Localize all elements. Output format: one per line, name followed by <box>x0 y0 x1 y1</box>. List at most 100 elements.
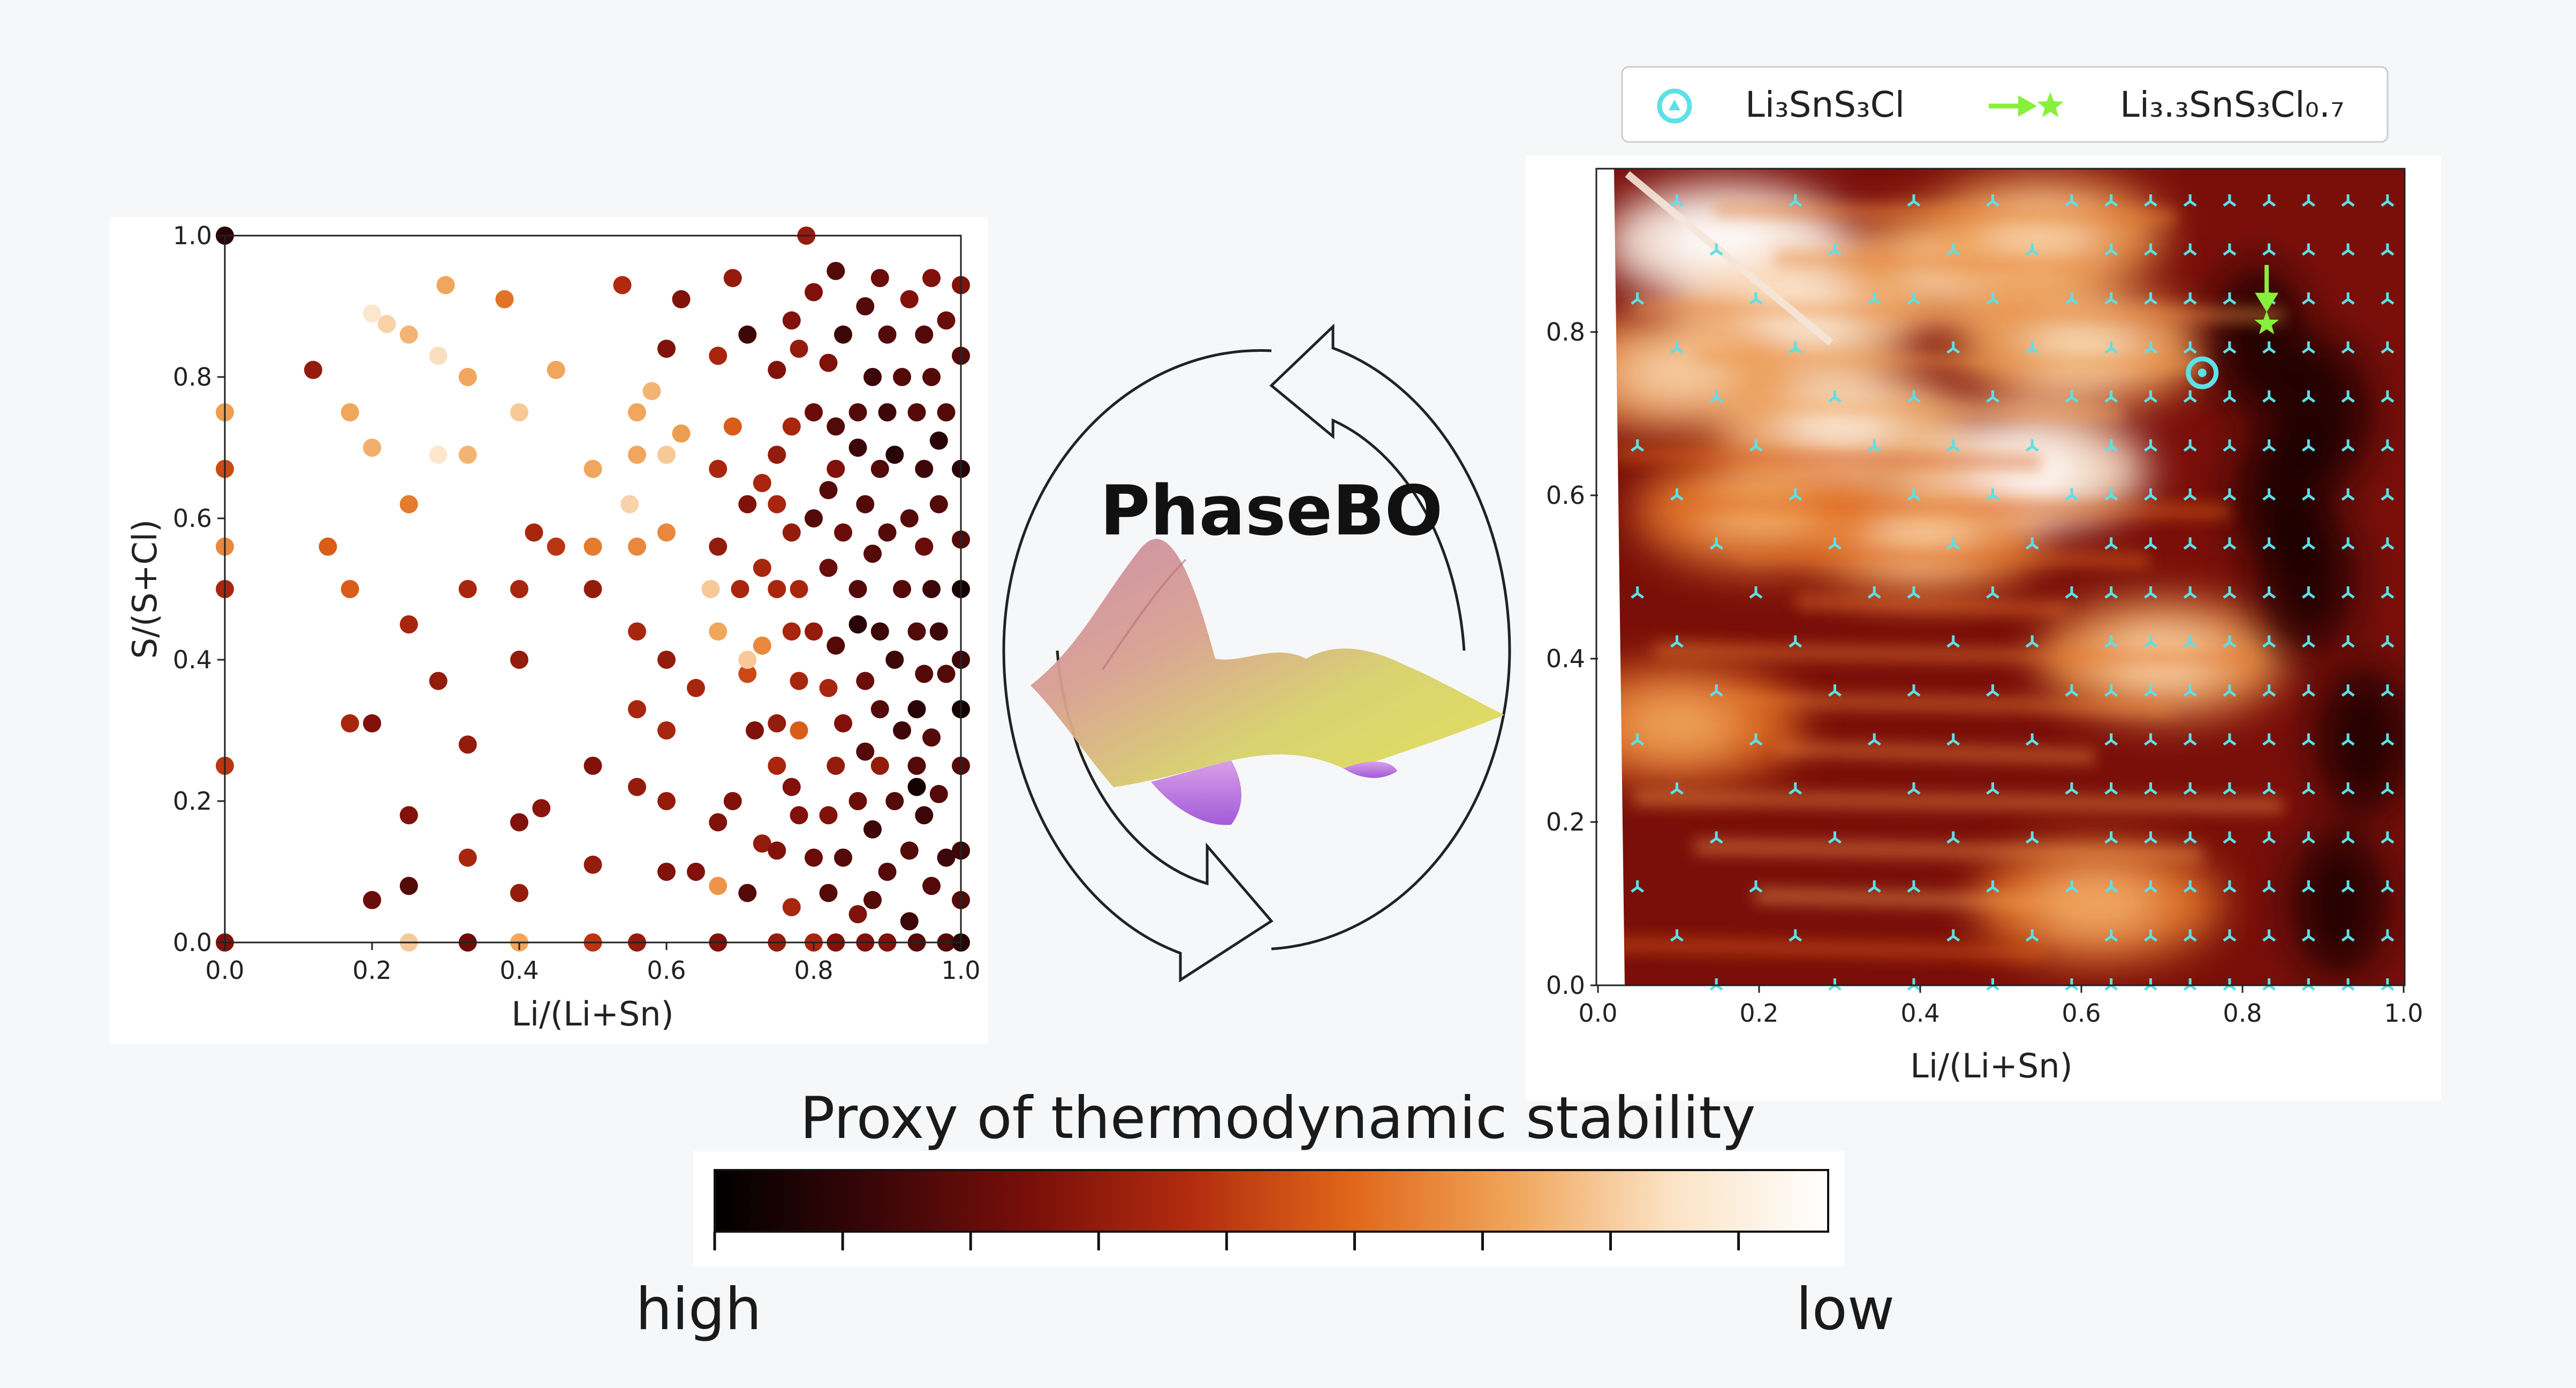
sample-marker <box>2143 488 2157 501</box>
sample-marker <box>1631 439 1645 452</box>
right-x-tick-label: 1.0 <box>2384 999 2423 1028</box>
sample-marker <box>2065 488 2079 501</box>
sample-marker <box>2301 635 2315 648</box>
sample-marker <box>2223 733 2237 746</box>
scatter-point <box>900 290 919 308</box>
sample-marker <box>2223 439 2237 452</box>
scatter-point <box>827 459 845 478</box>
heatmap-hotspot-core <box>1619 692 1738 756</box>
legend-label-li3sns3cl: Li₃SnS₃Cl <box>1745 84 1905 125</box>
scatter-point <box>929 495 948 514</box>
scatter-point <box>856 297 875 315</box>
sample-marker <box>2223 684 2237 697</box>
sample-marker <box>2104 929 2118 942</box>
sample-marker <box>2301 292 2315 305</box>
sample-marker <box>1709 243 1723 256</box>
scatter-point <box>429 672 448 690</box>
left-x-tick-label: 0.4 <box>499 956 539 985</box>
sample-marker <box>2183 292 2197 305</box>
sample-marker <box>1986 782 1999 795</box>
scatter-point <box>870 757 889 775</box>
sample-marker <box>2381 684 2395 697</box>
sample-marker <box>1709 831 1723 844</box>
sample-marker <box>2143 733 2157 746</box>
sample-marker <box>1867 733 1881 746</box>
sample-marker <box>2183 635 2197 648</box>
heatmap-streak <box>1714 692 2176 715</box>
sample-marker <box>2183 782 2197 795</box>
scatter-point <box>399 806 418 825</box>
left-chart-panel <box>110 217 988 1044</box>
scatter-point <box>510 884 528 902</box>
scatter-point <box>687 863 705 881</box>
sample-marker <box>2381 782 2395 795</box>
scatter-point <box>319 537 337 556</box>
scatter-point <box>510 651 528 669</box>
sample-marker <box>2381 929 2395 942</box>
scatter-point <box>900 912 919 931</box>
sample-marker <box>1789 635 1802 648</box>
scatter-point <box>363 439 381 457</box>
scatter-point <box>893 368 911 386</box>
right-annotations <box>2186 265 2279 389</box>
right-y-tick-label: 0.4 <box>1546 644 1585 673</box>
sample-marker <box>2104 880 2118 893</box>
sample-marker <box>1670 488 1684 501</box>
heatmap-streak <box>1613 447 2041 470</box>
scatter-point <box>547 537 565 556</box>
sample-marker <box>1828 684 1842 697</box>
sample-marker <box>2183 243 2197 256</box>
scatter-point <box>657 523 676 542</box>
scatter-point <box>915 665 934 683</box>
scatter-point <box>805 403 823 421</box>
sample-marker <box>2341 586 2355 599</box>
sample-marker <box>2143 537 2157 550</box>
sample-marker <box>2262 733 2276 746</box>
scatter-point <box>363 891 381 909</box>
sample-marker <box>2381 880 2395 893</box>
sample-marker <box>2262 929 2276 942</box>
sample-marker <box>2104 782 2118 795</box>
scatter-point <box>628 622 646 641</box>
sample-marker <box>2223 341 2237 354</box>
annotation-circle-center <box>2198 368 2207 378</box>
scatter-point <box>768 446 786 464</box>
sample-marker <box>2223 194 2237 207</box>
scatter-point <box>805 509 823 527</box>
scatter-point <box>907 700 926 719</box>
scatter-point <box>915 325 934 344</box>
left-y-tick-label: 0.0 <box>173 928 212 957</box>
right-x-axis-label: Li/(Li+Sn) <box>1910 1046 2072 1085</box>
sample-marker <box>1828 243 1842 256</box>
sample-marker <box>2262 537 2276 550</box>
sample-marker <box>2143 880 2157 893</box>
scatter-point <box>458 368 477 386</box>
sample-marker <box>2143 243 2157 256</box>
left-scatter-points <box>216 227 970 952</box>
sample-marker <box>2381 390 2395 403</box>
sample-marker <box>2381 733 2395 746</box>
scatter-point <box>937 848 956 867</box>
sample-marker <box>2065 292 2079 305</box>
sample-marker <box>1670 782 1684 795</box>
scatter-point <box>907 778 926 796</box>
right-y-tick-label: 0.0 <box>1546 971 1585 1000</box>
heatmap-hotspot-core <box>1668 210 1786 275</box>
sample-marker <box>2301 341 2315 354</box>
scatter-point <box>848 403 867 421</box>
sample-marker <box>1828 390 1842 403</box>
scatter-point <box>885 651 904 669</box>
heatmap-streak <box>1634 790 2283 813</box>
scatter-point <box>915 537 934 556</box>
scatter-point <box>584 580 602 598</box>
scatter-point <box>399 877 418 895</box>
sample-marker <box>2183 488 2197 501</box>
sample-marker <box>1907 586 1921 599</box>
sample-marker <box>1907 390 1921 403</box>
scatter-point <box>937 311 956 330</box>
scatter-point <box>584 757 602 775</box>
sample-marker <box>2301 586 2315 599</box>
scatter-point <box>738 665 757 683</box>
left-x-tick-label: 0.6 <box>647 956 686 985</box>
scatter-point <box>584 537 602 556</box>
